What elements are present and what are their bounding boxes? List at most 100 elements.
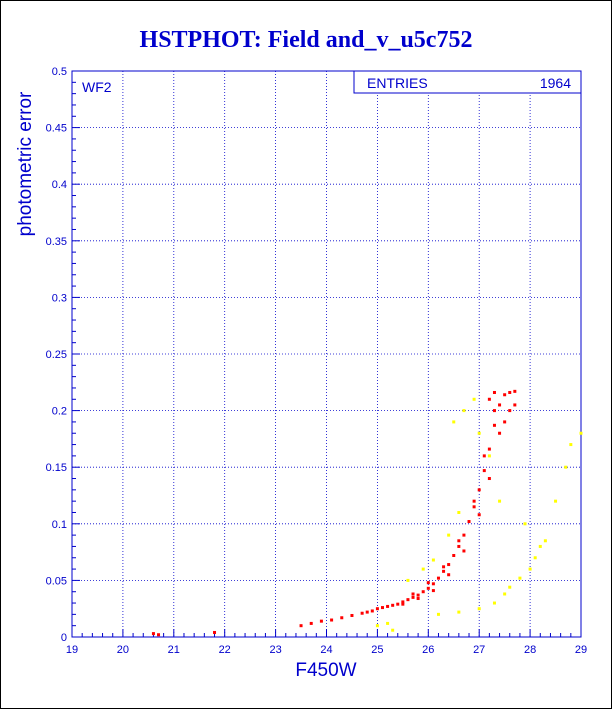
scatter-point — [498, 403, 502, 407]
scatter-point — [503, 592, 507, 596]
scatter-point — [340, 616, 344, 620]
x-tick-label: 28 — [524, 644, 536, 656]
scatter-point — [386, 604, 390, 608]
scatter-point — [436, 576, 440, 580]
scatter-point — [380, 606, 384, 610]
scatter-point — [411, 592, 415, 596]
scatter-point — [579, 431, 583, 435]
stats-box-value: 1964 — [540, 75, 571, 91]
plot-annotation: WF2 — [82, 79, 112, 95]
scatter-point — [472, 499, 476, 503]
scatter-point — [482, 469, 486, 473]
x-tick-label: 26 — [422, 644, 434, 656]
y-tick-label: 0.4 — [52, 179, 67, 191]
scatter-point — [498, 431, 502, 435]
scatter-point — [477, 488, 481, 492]
scatter-point — [431, 582, 435, 586]
scatter-point — [528, 567, 532, 571]
scatter-point — [513, 389, 517, 393]
scatter-point — [436, 612, 440, 616]
scatter-point — [365, 610, 369, 614]
grid — [71, 70, 582, 638]
scatter-point — [319, 619, 323, 623]
scatter-point — [472, 505, 476, 509]
x-tick-label: 24 — [320, 644, 332, 656]
chart-title: HSTPHOT: Field and_v_u5c752 — [140, 27, 473, 53]
x-tick-labels: 19 20 21 22 23 24 25 26 27 28 29 — [66, 644, 587, 656]
x-tick-label: 23 — [269, 644, 281, 656]
scatter-point — [426, 581, 430, 585]
scatter-point — [462, 533, 466, 537]
scatter-point — [386, 621, 390, 625]
scatter-point — [533, 556, 537, 560]
scatter-point — [457, 544, 461, 548]
scatter-point — [421, 567, 425, 571]
y-tick-label: 0.35 — [46, 236, 67, 248]
scatter-point — [391, 603, 395, 607]
scatter-point — [391, 628, 395, 632]
scatter-point — [477, 431, 481, 435]
scatter-point — [564, 465, 568, 469]
scatter-point — [508, 390, 512, 394]
scatter-point — [457, 510, 461, 514]
data-points — [151, 389, 583, 637]
y-tick-label: 0 — [61, 632, 67, 644]
y-tick-label: 0.05 — [46, 575, 67, 587]
scatter-point — [457, 539, 461, 543]
scatter-point — [462, 409, 466, 413]
scatter-point — [157, 633, 161, 637]
scatter-point — [487, 454, 491, 458]
scatter-point — [442, 569, 446, 573]
scatter-point — [477, 513, 481, 517]
scatter-point — [543, 539, 547, 543]
scatter-point — [406, 598, 410, 602]
plot-area — [71, 70, 582, 638]
scatter-point — [309, 621, 313, 625]
scatter-point — [492, 601, 496, 605]
scatter-point — [406, 578, 410, 582]
stats-box — [353, 70, 582, 94]
scatter-point — [447, 573, 451, 577]
scatter-point — [538, 544, 542, 548]
y-tick-label: 0.15 — [46, 462, 67, 474]
y-tick-label: 0.5 — [52, 66, 67, 78]
scatter-point — [396, 602, 400, 606]
scatter-point — [503, 420, 507, 424]
scatter-point — [457, 610, 461, 614]
x-axis-label: F450W — [295, 660, 356, 681]
scatter-point — [508, 585, 512, 589]
scatter-point — [508, 409, 512, 413]
scatter-point — [401, 600, 405, 604]
scatter-point — [375, 607, 379, 611]
scatter-point — [523, 522, 527, 526]
scatter-point — [416, 597, 420, 601]
scatter-point — [421, 590, 425, 594]
scatter-point — [477, 607, 481, 611]
scatter-point — [375, 624, 379, 628]
y-tick-label: 0.1 — [52, 519, 67, 531]
scatter-point — [213, 630, 217, 634]
scatter-point — [452, 420, 456, 424]
scatter-point — [482, 454, 486, 458]
scatter-point — [487, 477, 491, 481]
scatter-point — [487, 447, 491, 451]
scatter-point — [452, 553, 456, 557]
scatter-point — [462, 549, 466, 553]
stats-box-label: ENTRIES — [367, 75, 428, 91]
x-tick-label: 25 — [371, 644, 383, 656]
scatter-point — [416, 593, 420, 597]
scatter-point — [370, 609, 374, 613]
scatter-point — [447, 533, 451, 537]
y-tick-label: 0.45 — [46, 123, 67, 135]
y-tick-label: 0.3 — [52, 292, 67, 304]
scatter-point — [330, 618, 334, 622]
scatter-point — [554, 499, 558, 503]
scatter-point — [569, 443, 573, 447]
y-axis-label: photometric error — [15, 91, 36, 236]
x-tick-label: 19 — [66, 644, 78, 656]
x-tick-label: 21 — [168, 644, 180, 656]
x-tick-label: 29 — [575, 644, 587, 656]
scatter-point — [513, 403, 517, 407]
scatter-point — [350, 613, 354, 617]
